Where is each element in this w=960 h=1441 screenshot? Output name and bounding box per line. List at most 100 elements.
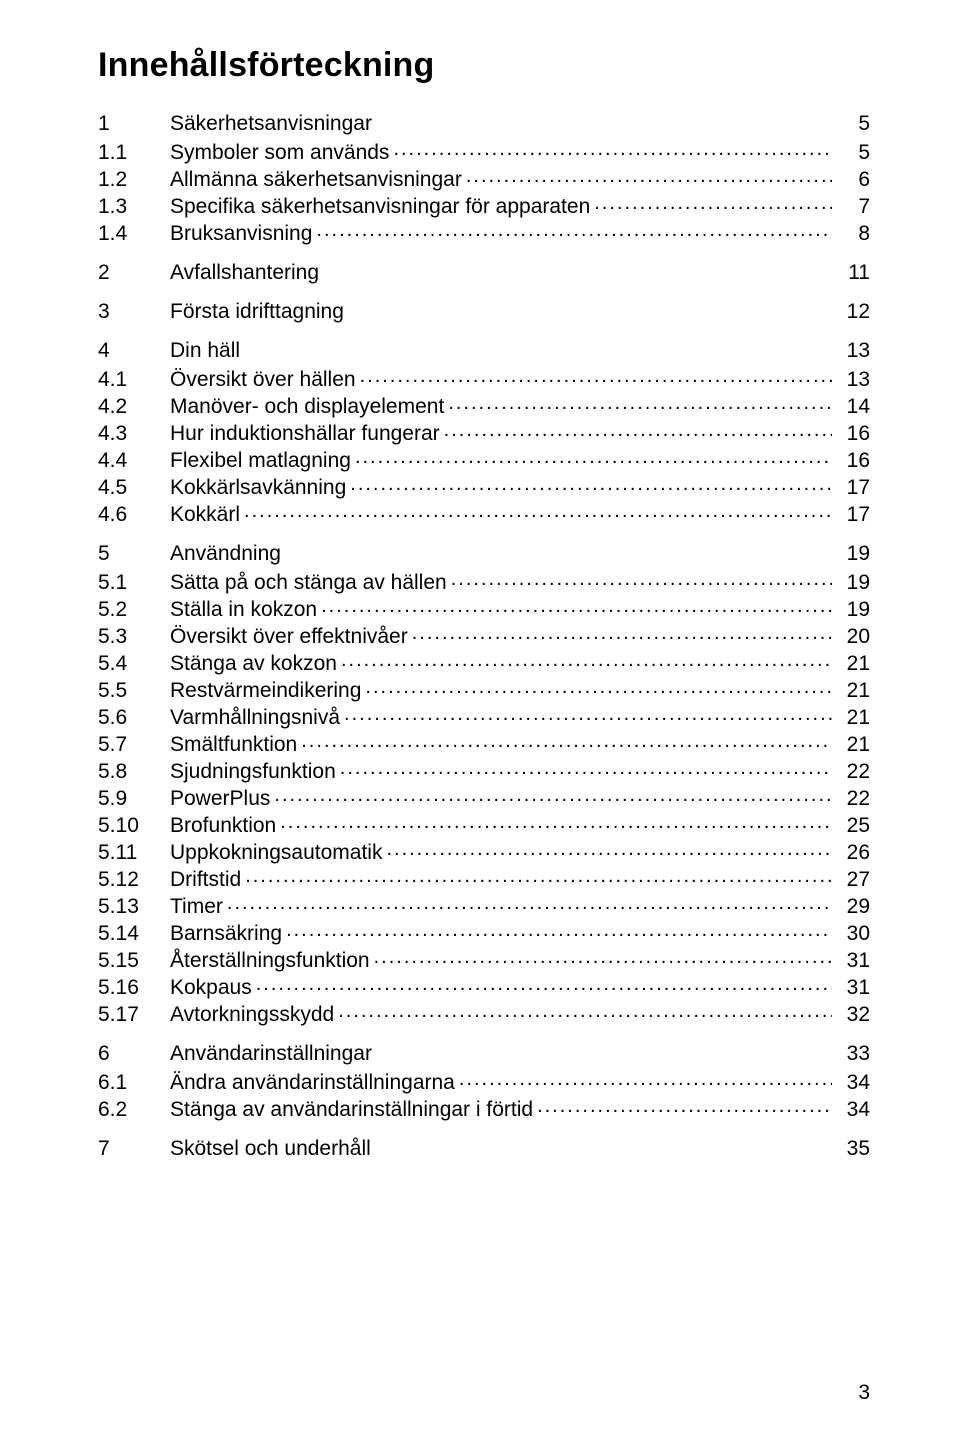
toc-item-label: Översikt över hällen (170, 369, 356, 390)
toc-item-page: 13 (836, 369, 870, 390)
toc-item-number: 5.6 (98, 707, 170, 728)
footer-page-number: 3 (858, 1381, 870, 1405)
toc-section-row: 1Säkerhetsanvisningar5 (98, 113, 870, 134)
toc-item-row: 1.2Allmänna säkerhetsanvisningar6 (98, 165, 870, 190)
toc-item-row: 1.4Bruksanvisning8 (98, 219, 870, 244)
toc-item-label: Uppkokningsautomatik (170, 842, 382, 863)
toc-leader-dots (466, 165, 832, 186)
toc-item-number: 1.1 (98, 142, 170, 163)
toc-item-label: Barnsäkring (170, 923, 282, 944)
toc-item-number: 5.14 (98, 923, 170, 944)
toc-leader-dots (340, 757, 832, 778)
toc-item-row: 5.16Kokpaus31 (98, 973, 870, 998)
toc-item-number: 6.1 (98, 1072, 170, 1093)
toc-leader-dots (245, 865, 832, 886)
toc-item-number: 5.13 (98, 896, 170, 917)
page-title: Innehållsförteckning (98, 46, 870, 85)
toc-item-page: 26 (836, 842, 870, 863)
toc-section-page: 5 (836, 113, 870, 134)
toc-section-label: Användarinställningar (170, 1043, 372, 1064)
toc-item-page: 30 (836, 923, 870, 944)
toc-item-label: Ändra användarinställningarna (170, 1072, 455, 1093)
toc-section-number: 3 (98, 301, 170, 322)
toc-item-row: 1.1Symboler som används 5 (98, 138, 870, 163)
toc-item-number: 5.12 (98, 869, 170, 890)
toc-item-page: 22 (836, 761, 870, 782)
toc-item-number: 4.6 (98, 504, 170, 525)
toc-item-number: 5.11 (98, 842, 170, 863)
toc-item-row: 5.3Översikt över effektnivåer20 (98, 622, 870, 647)
toc-item-page: 17 (836, 477, 870, 498)
toc-item-page: 6 (836, 169, 870, 190)
toc-leader-dots (321, 595, 832, 616)
toc-item-page: 19 (836, 599, 870, 620)
toc-item-number: 1.4 (98, 223, 170, 244)
toc-section-row: 6Användarinställningar33 (98, 1043, 870, 1064)
toc-item-row: 5.6Varmhållningsnivå21 (98, 703, 870, 728)
toc-item-page: 20 (836, 626, 870, 647)
toc-item-row: 4.6Kokkärl17 (98, 500, 870, 525)
toc-item-label: Restvärmeindikering (170, 680, 361, 701)
toc-item-row: 4.5Kokkärlsavkänning17 (98, 473, 870, 498)
toc-section-label: Avfallshantering (170, 262, 319, 283)
toc-item-row: 6.1Ändra användarinställningarna 34 (98, 1068, 870, 1093)
toc-leader-dots (412, 622, 832, 643)
toc-item-page: 34 (836, 1072, 870, 1093)
toc-leader-dots (459, 1068, 832, 1089)
toc-item-row: 5.5Restvärmeindikering21 (98, 676, 870, 701)
toc-item-label: Flexibel matlagning (170, 450, 351, 471)
toc-item-row: 5.12Driftstid27 (98, 865, 870, 890)
toc-item-number: 5.2 (98, 599, 170, 620)
table-of-contents: 1Säkerhetsanvisningar5 1.1Symboler som an… (98, 113, 870, 1159)
toc-leader-dots (286, 919, 832, 940)
toc-leader-dots (537, 1095, 832, 1116)
toc-item-page: 19 (836, 572, 870, 593)
toc-item-label: Avtorkningsskydd (170, 1004, 334, 1025)
toc-item-page: 25 (836, 815, 870, 836)
toc-item-number: 1.2 (98, 169, 170, 190)
toc-item-row: 6.2Stänga av användarinställningar i för… (98, 1095, 870, 1120)
toc-section-page: 33 (836, 1043, 870, 1064)
toc-item-number: 1.3 (98, 196, 170, 217)
toc-item-number: 5.15 (98, 950, 170, 971)
toc-item-row: 5.4Stänga av kokzon21 (98, 649, 870, 674)
toc-leader-dots (227, 892, 832, 913)
toc-leader-dots (360, 365, 832, 386)
toc-item-number: 5.5 (98, 680, 170, 701)
toc-section-page: 35 (836, 1138, 870, 1159)
toc-item-page: 16 (836, 450, 870, 471)
toc-item-number: 4.1 (98, 369, 170, 390)
toc-section-label: Första idrifttagning (170, 301, 344, 322)
toc-leader-dots (344, 703, 832, 724)
toc-item-row: 4.1Översikt över hällen 13 (98, 365, 870, 390)
toc-item-page: 27 (836, 869, 870, 890)
toc-item-page: 21 (836, 707, 870, 728)
toc-item-label: Specifika säkerhetsanvisningar för appar… (170, 196, 590, 217)
toc-item-page: 31 (836, 977, 870, 998)
toc-section-number: 4 (98, 340, 170, 361)
toc-leader-dots (594, 192, 832, 213)
toc-item-label: Timer (170, 896, 223, 917)
toc-item-row: 5.14Barnsäkring 30 (98, 919, 870, 944)
page: Innehållsförteckning 1Säkerhetsanvisning… (0, 0, 960, 1441)
toc-leader-dots (301, 730, 832, 751)
toc-item-number: 5.7 (98, 734, 170, 755)
toc-leader-dots (338, 1000, 832, 1021)
toc-section-row: 3Första idrifttagning12 (98, 301, 870, 322)
toc-leader-dots (365, 676, 832, 697)
toc-item-label: Symboler som används (170, 142, 389, 163)
toc-item-label: Manöver- och displayelement (170, 396, 444, 417)
toc-item-page: 5 (836, 142, 870, 163)
toc-item-number: 4.4 (98, 450, 170, 471)
toc-section-page: 13 (836, 340, 870, 361)
toc-item-label: Stänga av användarinställningar i förtid (170, 1099, 533, 1120)
toc-section-number: 7 (98, 1138, 170, 1159)
toc-section-row: 7Skötsel och underhåll35 (98, 1138, 870, 1159)
toc-item-number: 5.16 (98, 977, 170, 998)
toc-section-row: 4Din häll13 (98, 340, 870, 361)
toc-leader-dots (280, 811, 832, 832)
toc-section-number: 2 (98, 262, 170, 283)
toc-leader-dots (393, 138, 832, 159)
toc-item-label: Översikt över effektnivåer (170, 626, 408, 647)
toc-item-number: 5.9 (98, 788, 170, 809)
